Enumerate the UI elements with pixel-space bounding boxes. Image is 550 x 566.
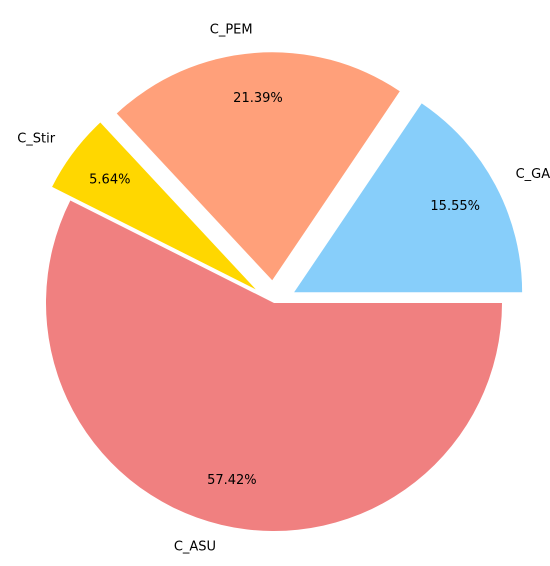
- slice-category-label: C_Stir: [17, 131, 56, 146]
- labels-layer: 15.55% C_GAS 21.39% C_PEM 5.64% C_Stir 57.42% C…: [17, 23, 550, 555]
- slice-percent-label: 5.64%: [89, 172, 130, 187]
- slice-category-label: C_ASU: [174, 540, 216, 555]
- pie-slice-c-pem: [116, 52, 400, 281]
- pie-slice-c-stir: [52, 122, 256, 290]
- slice-percent-label: 57.42%: [207, 473, 257, 488]
- slice-category-label: C_GAS: [516, 167, 550, 182]
- pie-slice-c-gas: [294, 103, 523, 293]
- slice-percent-label: 21.39%: [233, 91, 283, 106]
- slice-category-label: C_PEM: [210, 23, 253, 38]
- slice-percent-label: 15.55%: [430, 199, 480, 214]
- slices-layer: [45, 52, 523, 532]
- pie-slice-c-asu: [45, 200, 503, 532]
